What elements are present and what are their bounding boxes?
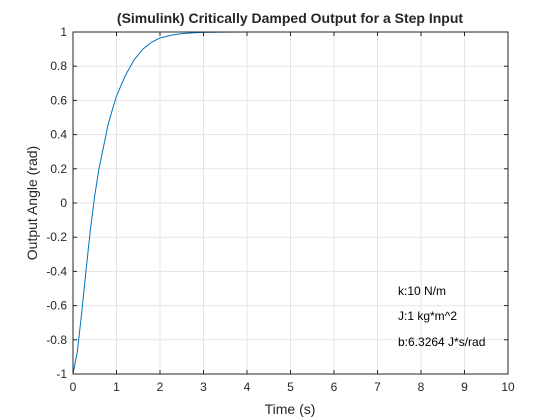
y-tick-label: 1 (60, 25, 67, 39)
y-tick-label: 0.2 (50, 162, 67, 176)
ticks-group: 0 1 2 3 4 5 6 7 8 9 10 -1 -0.8 -0.6 -0.4 -0.2 0 0.2 0.4 0.6… (46, 25, 515, 394)
x-tick-label: 7 (374, 380, 381, 394)
y-tick-label: 0 (60, 196, 67, 210)
y-tick-label: -0.2 (46, 230, 67, 244)
chart-title: (Simulink) Critically Damped Output for … (117, 10, 463, 26)
y-tick-label: -0.8 (46, 333, 67, 347)
y-tick-label: 0.8 (50, 59, 67, 73)
x-tick-label: 9 (461, 380, 468, 394)
x-axis-label: Time (s) (265, 401, 316, 417)
x-tick-label: 2 (157, 380, 164, 394)
annotation-j: J:1 kg*m^2 (398, 309, 457, 323)
x-tick-label: 4 (244, 380, 251, 394)
y-tick-label: -0.6 (46, 299, 67, 313)
y-axis-label: Output Angle (rad) (24, 146, 40, 260)
y-tick-label: -1 (56, 367, 67, 381)
annotation-k: k:10 N/m (398, 284, 446, 298)
y-tick-label: 0.4 (50, 128, 67, 142)
y-tick-label: 0.6 (50, 93, 67, 107)
x-tick-label: 6 (331, 380, 338, 394)
x-tick-label: 1 (113, 380, 120, 394)
annotation-b: b:6.3264 J*s/rad (398, 335, 485, 349)
x-tick-label: 8 (418, 380, 425, 394)
x-tick-label: 3 (200, 380, 207, 394)
x-tick-label: 10 (501, 380, 515, 394)
x-tick-label: 5 (287, 380, 294, 394)
x-tick-label: 0 (70, 380, 77, 394)
y-tick-label: -0.4 (46, 264, 67, 278)
